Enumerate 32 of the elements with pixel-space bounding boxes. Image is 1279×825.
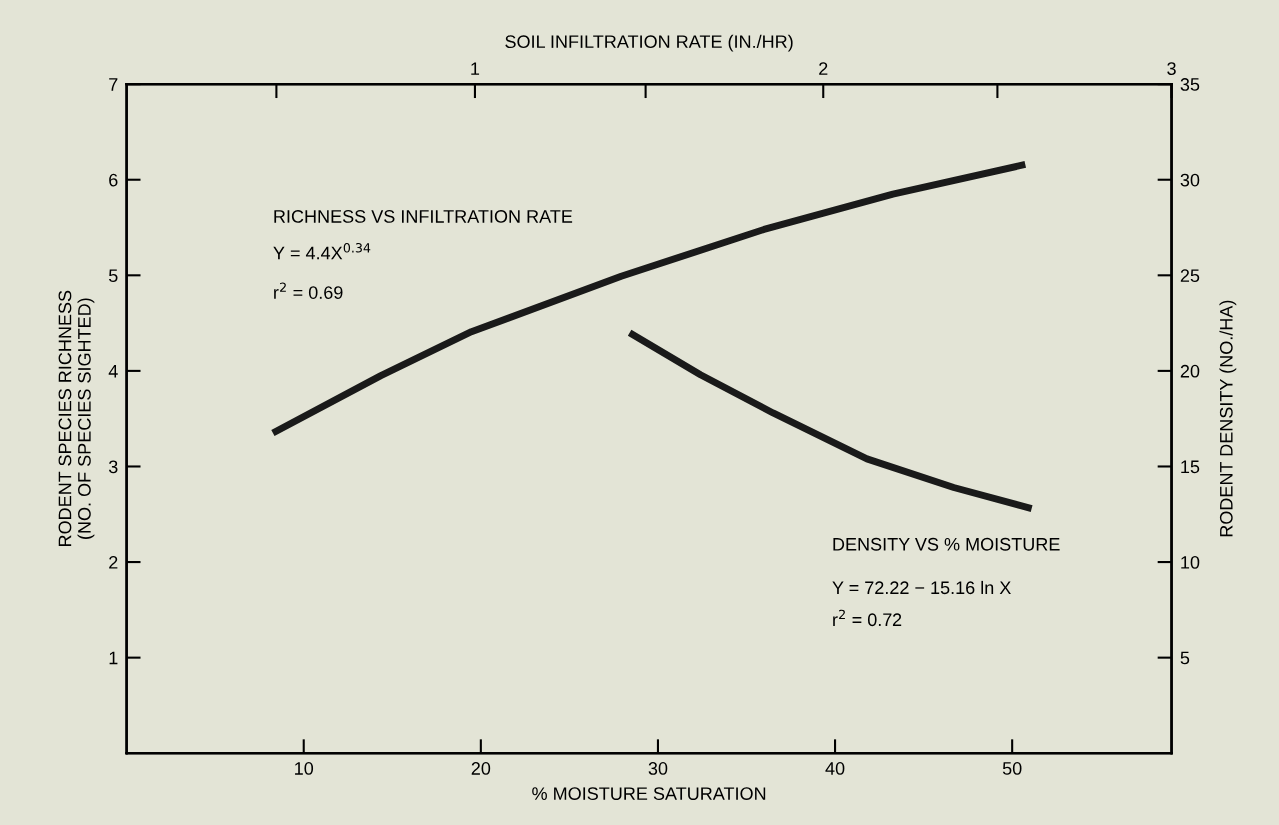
y-tick-label: 2: [109, 556, 118, 569]
x-axis-title: % MOISTURE SATURATION: [532, 787, 766, 800]
y2-axis-title: RODENT DENSITY (NO./HA): [1219, 300, 1237, 537]
y2-tick-label: 25: [1180, 269, 1200, 283]
y2-tick-label: 30: [1180, 173, 1200, 187]
x2-axis-title: SOIL INFILTRATION RATE (IN./HR): [505, 34, 793, 52]
y2-tick-label: 10: [1181, 556, 1200, 569]
y2-tick-label: 5: [1180, 651, 1190, 665]
annotation: Y = 72.22 − 15.16 ln X: [832, 580, 1011, 595]
annotation: RICHNESS VS INFILTRATION RATE: [274, 210, 573, 223]
x2-tick-label: 3: [1167, 62, 1176, 76]
y2-tick-label: 35: [1180, 78, 1200, 91]
x-tick-label: 40: [825, 762, 845, 775]
x-tick-label: 10: [295, 762, 314, 775]
annotation: r$^{2}$ = 0.72: [833, 609, 902, 627]
y-tick-label: 5: [108, 269, 118, 283]
annotation: Y = 4.4X$^{0.34}$: [273, 243, 371, 260]
x-tick-label: 20: [471, 762, 491, 775]
y-tick-label: 7: [109, 78, 118, 91]
x2-tick-label: 1: [471, 62, 480, 75]
y2-tick-label: 15: [1181, 460, 1200, 474]
y-tick-label: 3: [108, 460, 118, 474]
y-axis-title: RODENT SPECIES RICHNESS (NO. OF SPECIES SIGHTED): [58, 290, 95, 546]
y-tick-label: 4: [108, 365, 118, 378]
x-tick-label: 50: [1002, 762, 1022, 775]
x-tick-label: 30: [648, 762, 668, 775]
y-tick-label: 1: [109, 651, 118, 665]
y2-tick-label: 20: [1180, 364, 1200, 378]
annotation: r$^{2}$ = 0.69: [274, 282, 343, 299]
y-tick-label: 6: [109, 173, 118, 187]
annotation: DENSITY VS % MOISTURE: [833, 537, 1060, 551]
x2-tick-label: 2: [819, 62, 828, 75]
